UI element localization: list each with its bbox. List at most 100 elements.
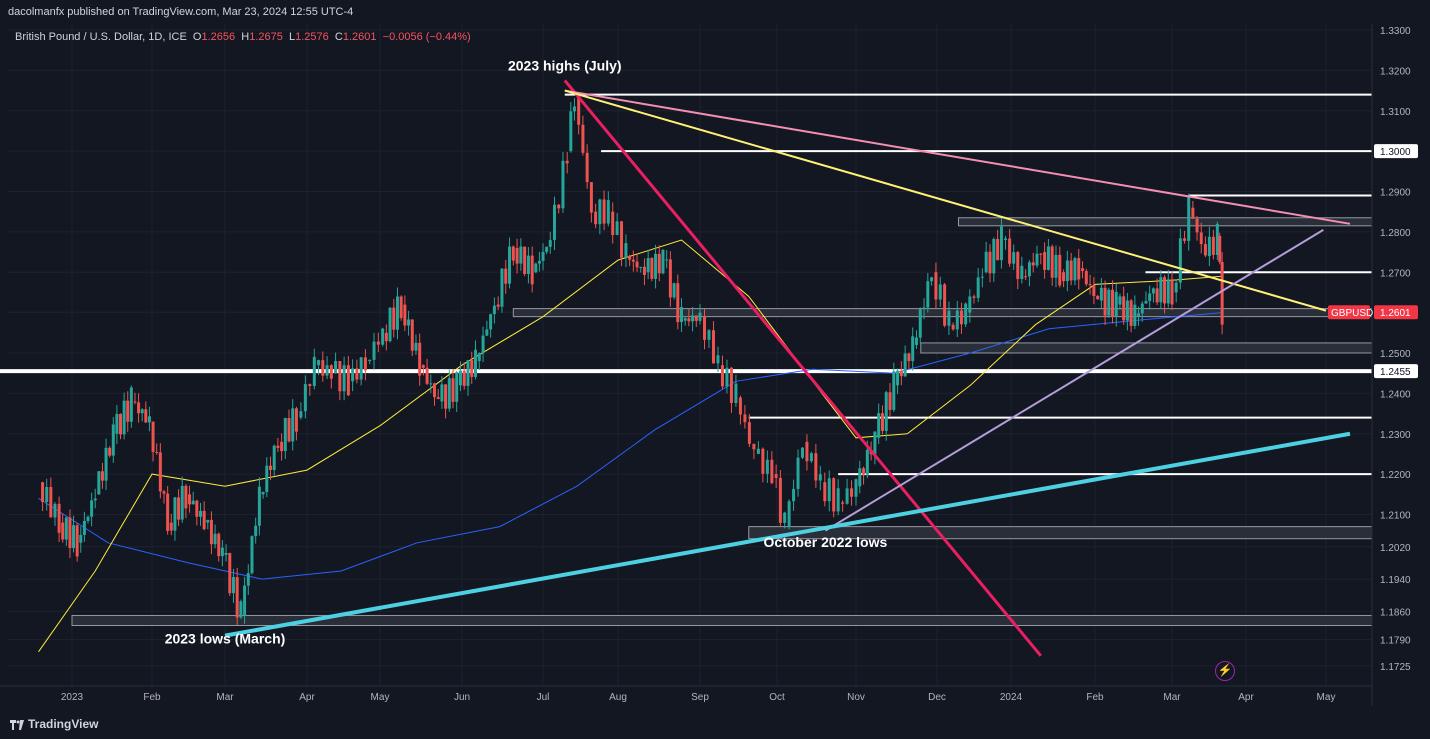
close-label: C — [334, 31, 343, 43]
candle-body — [884, 392, 888, 431]
time-tick-label: Feb — [1086, 692, 1104, 703]
candle-body — [407, 319, 411, 326]
time-tick-label: Jun — [454, 692, 470, 703]
time-tick-label: 2023 — [61, 692, 84, 703]
candle-body — [1054, 254, 1058, 278]
candle-body — [836, 488, 840, 512]
candle-body — [1050, 246, 1054, 278]
candle-body — [635, 261, 639, 268]
candle-body — [683, 318, 687, 321]
candle-body — [805, 441, 809, 462]
candle-body — [75, 525, 79, 557]
candle-body — [1027, 262, 1031, 277]
candle-body — [90, 500, 94, 517]
candle-body — [440, 384, 444, 402]
candle-body — [541, 251, 545, 261]
candle-body — [577, 94, 581, 125]
candle-body — [545, 246, 549, 252]
candle-body — [1043, 252, 1047, 270]
candle-body — [624, 243, 628, 258]
candle-body — [235, 577, 239, 618]
candle-body — [665, 259, 669, 261]
candle-body — [1046, 246, 1050, 270]
candle-body — [104, 447, 108, 481]
candle-body — [1016, 252, 1020, 280]
candle-body — [57, 503, 61, 533]
tradingview-logo[interactable]: TradingView — [10, 717, 98, 731]
candle-body — [49, 486, 53, 518]
candle-body — [914, 337, 918, 345]
candle-body — [231, 577, 235, 594]
candle-body — [1178, 238, 1182, 283]
candle-body — [317, 360, 321, 366]
candle-body — [372, 341, 376, 360]
close-value: 1.2601 — [342, 31, 377, 43]
publisher-line: dacolmanfx published on TradingView.com,… — [8, 6, 354, 18]
candle-body — [1077, 258, 1081, 280]
candle-body — [41, 482, 45, 502]
candle-body — [202, 510, 206, 530]
candle-body — [173, 497, 177, 531]
candle-body — [877, 413, 881, 438]
candle-body — [86, 516, 90, 521]
price-tick-label: 1.2500 — [1380, 349, 1411, 360]
candle-body — [594, 211, 598, 225]
candle-body — [526, 255, 530, 275]
candle-body — [694, 315, 698, 321]
change-value: −0.0056 (−0.44%) — [382, 31, 471, 43]
candle-body — [1155, 288, 1159, 303]
candle-body — [68, 517, 72, 549]
price-tick-label: 1.3300 — [1380, 26, 1411, 37]
candle-body — [1111, 289, 1115, 317]
candle-body — [432, 383, 436, 398]
candle-body — [144, 409, 148, 423]
candle-body — [209, 519, 213, 545]
candle-body — [725, 367, 729, 387]
candle-body — [585, 152, 589, 183]
trendline-yellow — [564, 89, 1327, 312]
candle-body — [1092, 285, 1096, 296]
price-tick-label: 1.2200 — [1380, 470, 1411, 481]
candle-body — [1118, 296, 1122, 305]
candle-body — [100, 471, 104, 481]
time-tick-label: Nov — [847, 692, 865, 703]
symbol-name: British Pound / U.S. Dollar, 1D, ICE — [15, 31, 187, 43]
candle-body — [325, 365, 329, 376]
candle-body — [254, 525, 258, 537]
candle-body — [530, 255, 534, 285]
candle-body — [381, 328, 385, 345]
support-resistance-zone — [920, 342, 1373, 354]
candle-body — [224, 553, 228, 555]
candle-body — [399, 296, 403, 319]
candle-body — [462, 370, 466, 386]
candle-body — [429, 383, 433, 385]
candle-body — [999, 226, 1003, 261]
candle-body — [334, 361, 338, 374]
candle-body — [873, 431, 877, 455]
lightning-icon[interactable]: ⚡ — [1215, 661, 1235, 681]
candle-body — [228, 553, 232, 594]
candle-body — [455, 372, 459, 402]
tradingview-mark-icon — [10, 719, 24, 730]
candle-body — [72, 525, 76, 549]
candle-body — [403, 304, 407, 326]
candle-body — [188, 494, 192, 505]
candle-body — [631, 259, 635, 262]
low-value: 1.2576 — [295, 31, 329, 43]
time-tick-label: Sep — [691, 692, 709, 703]
time-tick-label: 2024 — [1000, 692, 1023, 703]
candle-body — [761, 448, 765, 474]
candle-body — [287, 418, 291, 442]
candle-body — [996, 239, 1000, 261]
candle-body — [809, 453, 813, 462]
candle-body — [1170, 279, 1174, 305]
candle-body — [572, 106, 576, 112]
price-tick-label: 1.3200 — [1380, 66, 1411, 77]
candle-body — [679, 307, 683, 323]
candle-body — [515, 248, 519, 264]
candle-body — [166, 493, 170, 531]
candle-body — [303, 384, 307, 412]
candle-body — [1081, 268, 1085, 272]
price-tick-label: 1.1725 — [1380, 662, 1411, 673]
